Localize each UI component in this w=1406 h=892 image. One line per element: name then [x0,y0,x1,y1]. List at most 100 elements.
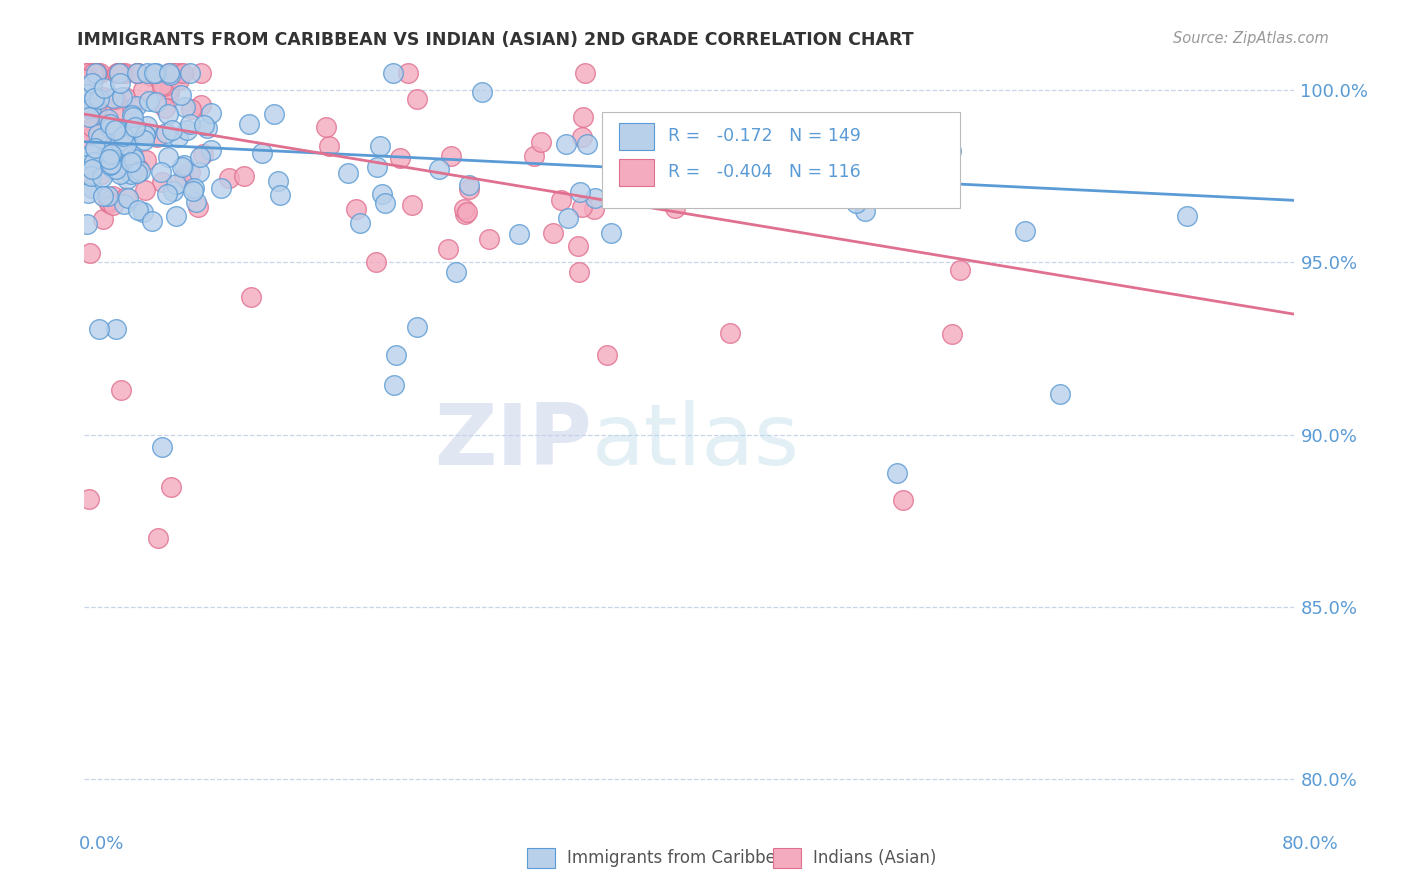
Point [567,238,589,252]
Point [132,204,155,219]
Point [575,137,598,152]
Point [645,147,668,161]
Point [112,145,135,159]
Point [530,135,553,149]
Point [600,226,623,240]
Point [79,101,101,115]
Point [125,66,148,80]
Point [127,161,149,175]
Point [145,66,167,80]
Text: Source: ZipAtlas.com: Source: ZipAtlas.com [1173,31,1329,46]
Point [97,152,120,166]
Point [77,78,100,93]
Point [595,348,617,362]
Point [114,66,136,80]
Point [557,211,579,225]
Point [337,166,360,180]
Point [89,66,111,80]
Point [84,66,107,80]
Point [193,118,215,132]
Text: 0.0%: 0.0% [79,835,124,853]
Point [107,66,129,80]
Point [87,127,110,141]
Point [84,66,107,80]
Point [569,186,592,200]
Point [478,232,501,246]
Point [368,139,391,153]
Point [100,152,122,166]
Point [381,66,404,80]
Point [157,87,180,101]
Point [941,327,963,342]
Point [87,145,110,159]
Point [122,150,145,164]
Point [82,95,104,110]
Point [157,66,180,80]
Point [583,202,606,216]
Point [97,112,120,127]
Point [101,198,124,212]
Point [949,262,972,277]
Point [98,117,121,131]
Point [440,149,463,163]
Point [382,377,405,392]
Point [105,322,128,336]
Point [89,137,111,152]
Point [508,227,530,241]
Point [128,163,150,178]
Point [252,146,274,161]
Point [108,103,131,117]
Point [112,129,135,144]
Point [83,66,105,80]
Point [110,383,132,397]
Point [132,133,155,147]
Point [98,120,121,135]
Point [97,189,120,203]
Point [91,212,114,227]
Point [385,348,408,362]
Point [176,122,198,136]
Point [80,169,103,184]
Point [167,73,190,87]
Point [121,148,143,162]
Point [121,101,143,115]
Point [875,165,897,179]
Point [179,117,201,131]
Point [406,320,429,334]
Text: R =   -0.172   N = 149: R = -0.172 N = 149 [668,128,860,145]
Point [122,121,145,136]
Point [86,66,108,80]
Point [77,186,100,200]
Point [117,191,139,205]
Point [134,128,156,143]
Point [112,147,135,161]
Point [853,204,876,219]
Text: 80.0%: 80.0% [1282,835,1339,853]
Text: IMMIGRANTS FROM CARIBBEAN VS INDIAN (ASIAN) 2ND GRADE CORRELATION CHART: IMMIGRANTS FROM CARIBBEAN VS INDIAN (ASI… [77,31,914,49]
Point [104,93,127,107]
Text: ZIP: ZIP [434,400,592,483]
Point [401,198,423,212]
Point [134,128,156,143]
Point [457,182,479,196]
Point [238,117,260,131]
Point [114,90,136,104]
Point [125,167,148,181]
Point [111,66,134,80]
Point [190,66,212,80]
Point [454,207,477,221]
Point [183,181,205,195]
Point [135,153,157,167]
Point [371,186,394,201]
Point [191,146,214,161]
Point [125,66,148,80]
Point [458,178,481,192]
Point [91,169,114,184]
Point [79,246,101,260]
Point [90,167,112,181]
Point [94,112,117,127]
Text: atlas: atlas [592,400,800,483]
Point [150,176,173,190]
Point [112,197,135,211]
Point [190,98,212,112]
